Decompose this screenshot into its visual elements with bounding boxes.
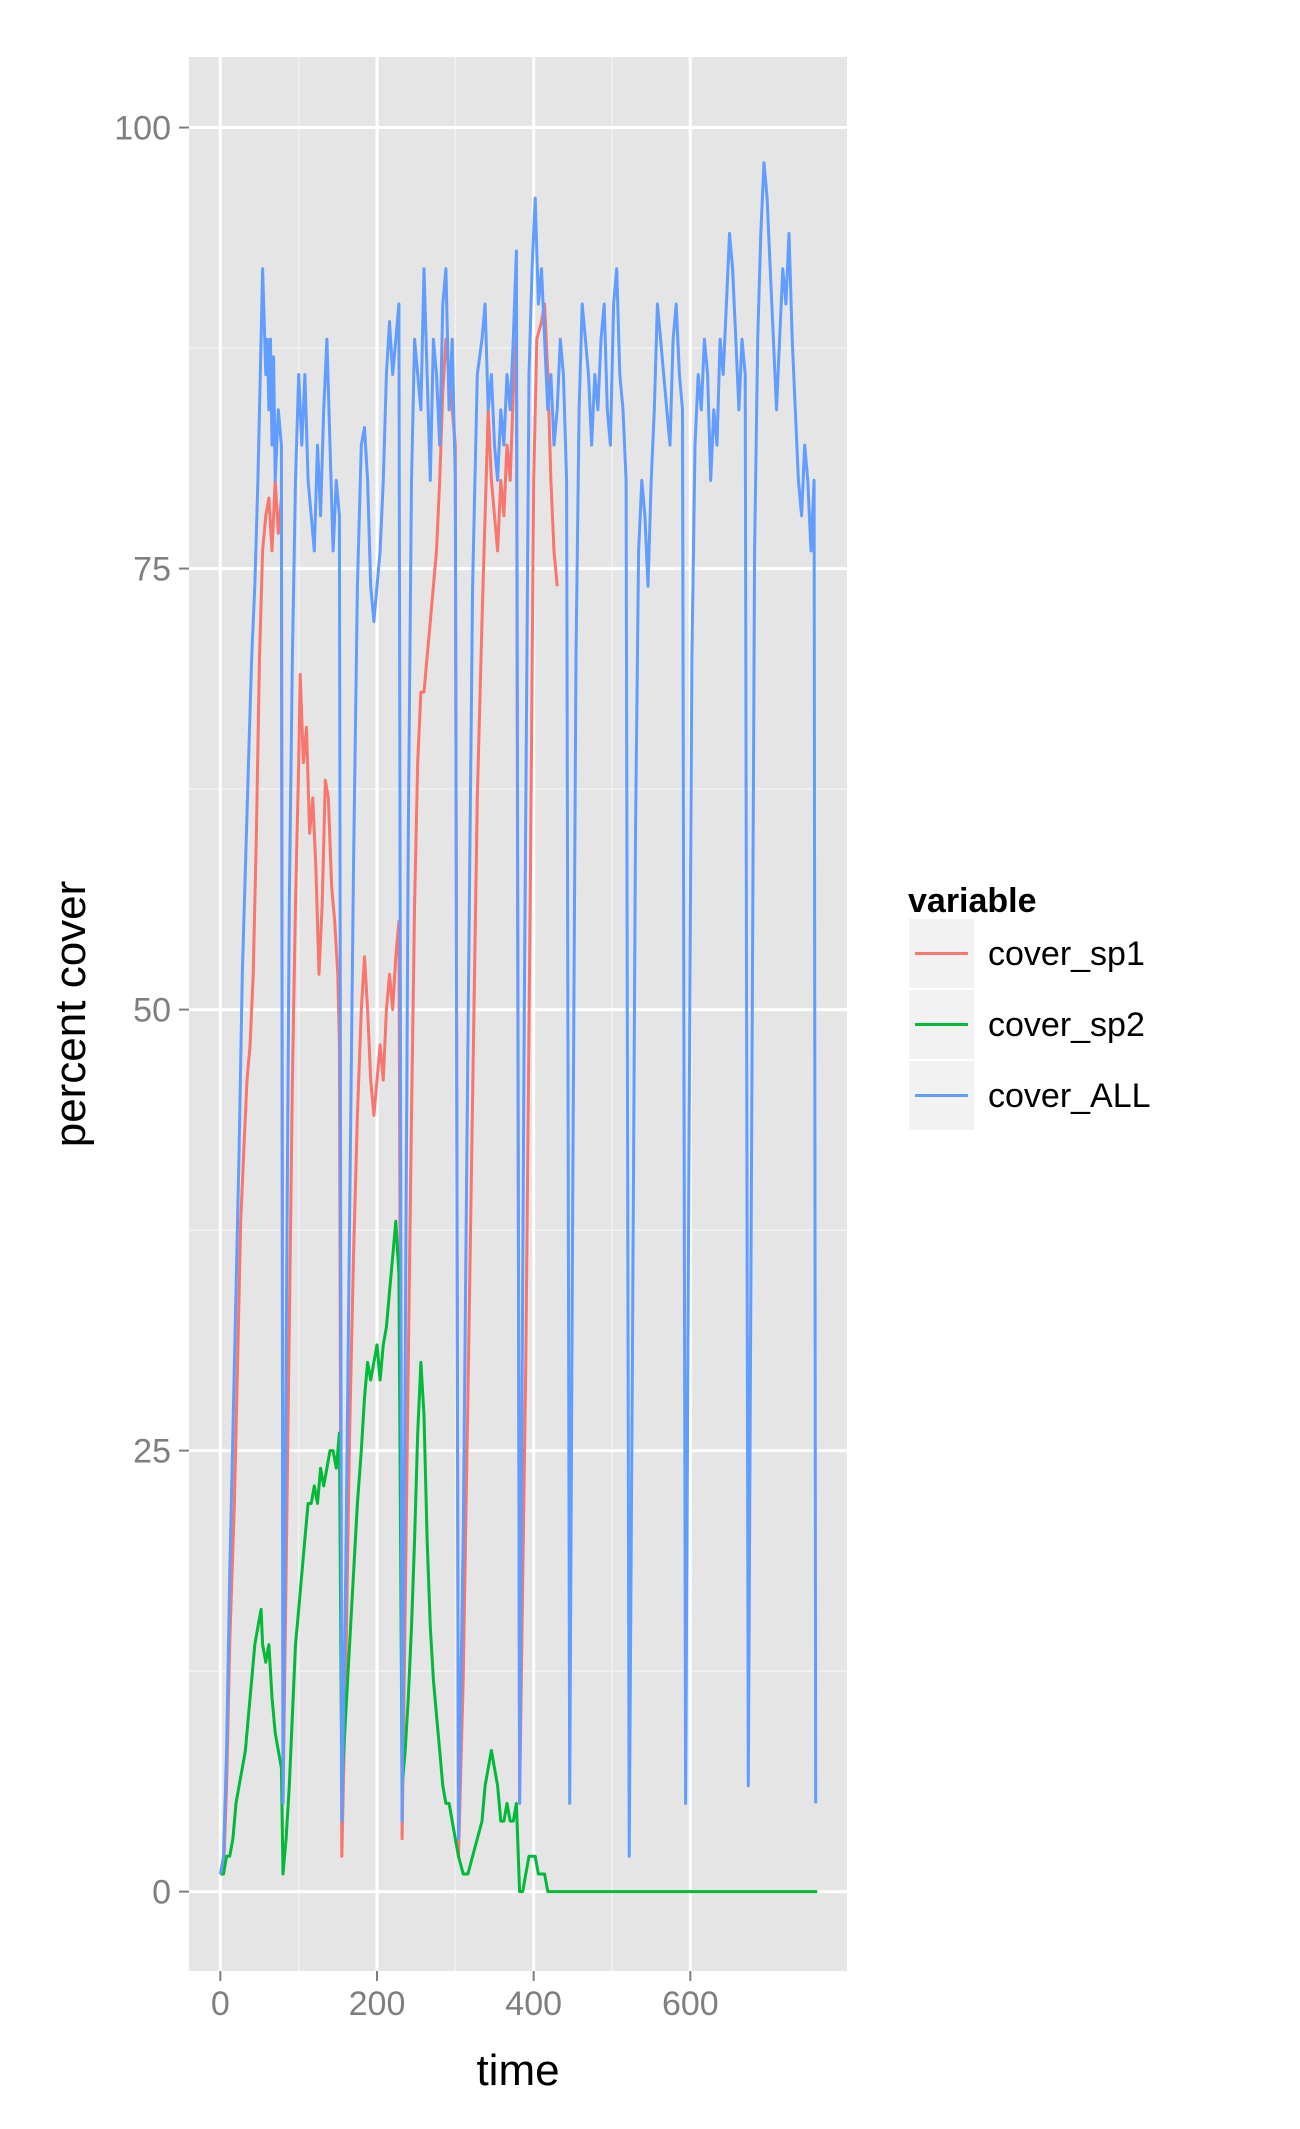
legend: variable cover_sp1 cover_sp2 cover_ALL — [907, 882, 1151, 1132]
axis-ticks — [179, 126, 692, 1981]
x-tick-label: 400 — [505, 1985, 562, 2023]
y-tick-label: 0 — [152, 1874, 171, 1912]
y-tick-label: 75 — [133, 551, 171, 589]
x-axis-title: time — [476, 2046, 559, 2095]
x-tick-label: 200 — [349, 1985, 406, 2023]
legend-title: variable — [908, 882, 1037, 920]
legend-label-cover_sp2: cover_sp2 — [988, 1006, 1145, 1044]
y-tick-label: 50 — [133, 992, 171, 1030]
x-tick-label: 600 — [662, 1985, 719, 2023]
series-line-cover_sp1 — [220, 302, 559, 1876]
legend-items: cover_sp1 cover_sp2 cover_ALL — [907, 917, 1151, 1132]
series-layer — [218, 161, 818, 1894]
series-line-cover_sp2 — [220, 1219, 818, 1894]
legend-label-cover_ALL: cover_ALL — [988, 1077, 1151, 1115]
y-axis-title: percent cover — [46, 881, 95, 1148]
series-line-cover_ALL — [218, 161, 818, 1875]
y-tick-label: 100 — [114, 110, 171, 148]
legend-label-cover_sp1: cover_sp1 — [988, 935, 1145, 973]
tick-labels: 0 200 400 600 0 25 50 75 100 — [114, 110, 718, 2023]
y-tick-label: 25 — [133, 1433, 171, 1471]
x-tick-label: 0 — [211, 1985, 230, 2023]
